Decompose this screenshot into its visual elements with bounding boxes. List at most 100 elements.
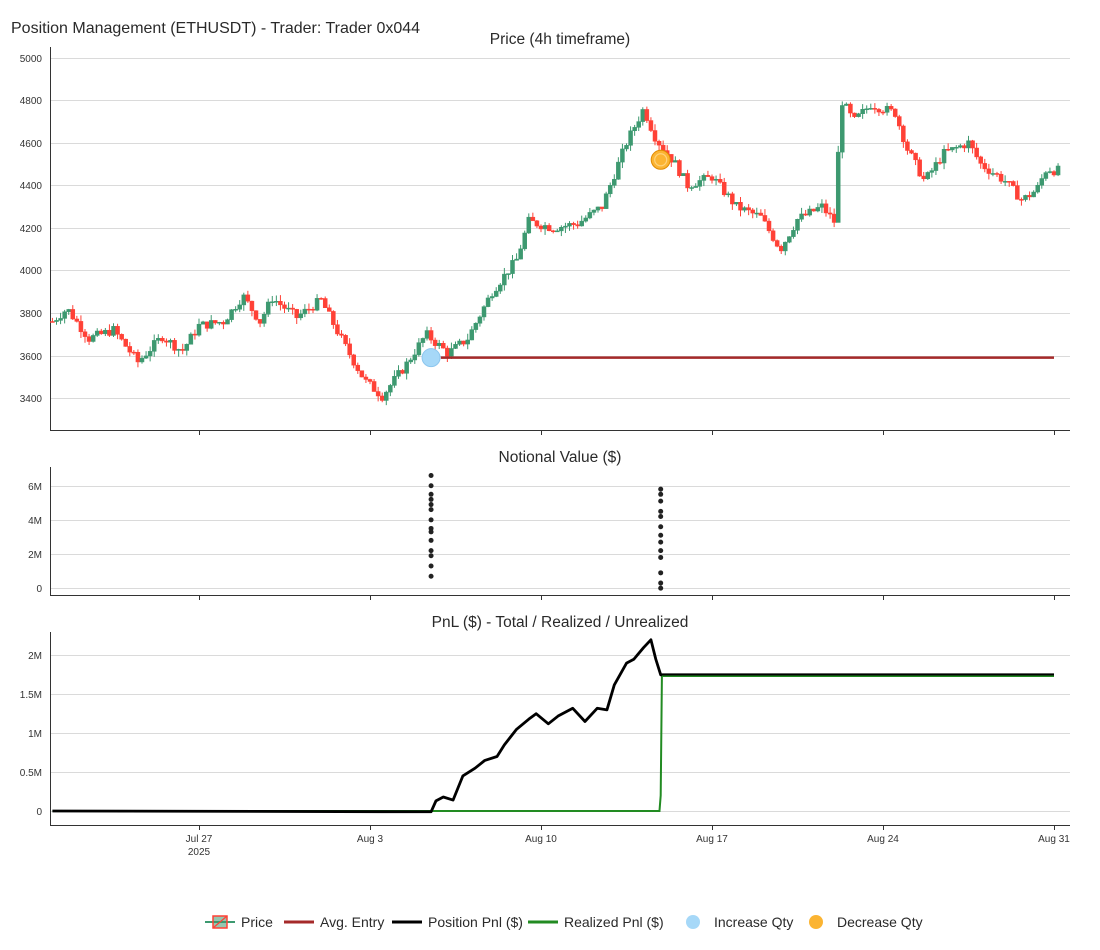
candle-body [705,175,711,177]
x-tick-label: Aug 24 [867,834,899,845]
candle-body [457,340,462,345]
position-pnl-line [52,638,1054,814]
candle-body [180,349,185,351]
candle-body [880,111,886,114]
axis-frame [50,47,1070,431]
pnl-panel: 0 0.5M 1M 1.5M 2M PnL ($) - Total / Realized … [20,614,1070,830]
candle-body [823,203,829,214]
candle-body [139,357,145,363]
candle-body [278,301,283,306]
candle-body [1047,171,1053,173]
legend-label: Position Pnl ($) [428,914,523,930]
candle-body [677,160,682,176]
candle-body [925,172,931,180]
candle-body [612,179,617,186]
candle-body [298,313,304,319]
candle-body [986,168,992,174]
candle-body [115,326,120,335]
legend-dot [809,915,823,929]
notional-point [658,532,664,538]
candle-body [713,179,719,181]
candle-body [945,149,951,151]
candle-body [616,161,621,180]
candle-body [978,156,983,164]
legend-item[interactable]: Decrease Qty [801,912,923,932]
candle-body [831,213,837,223]
panel-title: PnL ($) - Total / Realized / Unrealized [432,614,689,631]
legend-item[interactable]: Realized Pnl ($) [528,912,664,932]
candle-body [709,176,715,181]
candle-body [310,309,316,311]
candle-body [856,113,861,117]
candle-body [994,173,1000,175]
panel-title: Price (4h timeframe) [490,31,630,48]
legend-item[interactable]: Increase Qty [678,912,793,932]
candle-body [652,130,658,142]
candle-body [559,227,564,232]
notional-point [428,491,434,497]
candle-body [270,301,275,303]
candle-body [123,338,128,347]
candle-body [640,109,646,122]
candle-body [941,149,947,164]
candle-body [111,326,116,336]
axis-frame [50,467,1070,596]
y-tick-label: 1.5M [20,690,42,701]
legend-item[interactable]: Position Pnl ($) [392,912,523,932]
candle-body [70,309,76,320]
candle-body [603,193,609,209]
decrease-qty-marker-ring [654,153,668,167]
legend-dot [686,915,700,929]
candle-body [738,202,743,211]
main-title: Position Management (ETHUSDT) - Trader: … [11,20,421,37]
legend-label: Decrease Qty [837,914,923,930]
panel-title: Notional Value ($) [499,449,622,466]
candle-body [107,329,112,336]
candle-body [742,207,747,211]
candle-body [441,343,446,349]
chart-canvas: 3400 3600 3800 4000 4200 4400 4600 4800 5000 Pric… [20,31,1071,858]
notional-point [658,548,664,554]
candle-body [445,347,450,357]
candle-body [526,216,532,234]
candle-body [758,212,764,216]
candle-body [778,246,784,252]
candle-body [359,370,365,378]
candle-body [294,309,299,319]
candle-body [892,108,898,117]
candle-body [432,339,438,346]
candle-body [147,351,153,357]
candle-body [970,140,975,149]
candle-body [485,297,491,307]
candle-body [176,349,181,351]
candle-body [477,316,483,324]
candle-body [498,284,503,292]
candle-body [787,236,792,243]
candle-body [734,202,739,205]
legend-item[interactable]: Price [205,912,273,932]
candle-body [921,175,926,180]
candle-body [1002,181,1008,183]
y-tick-label: 3800 [20,309,43,320]
candle-body [74,318,80,322]
candle-body [563,225,568,228]
candle-body [693,186,698,188]
legend-item[interactable]: Avg. Entry [284,912,384,932]
candle-body [164,340,169,343]
notional-point [658,570,664,576]
candle-body [844,103,849,106]
candle-body [620,148,625,163]
candle-body [160,338,165,342]
notional-point [658,491,664,497]
candle-body [489,296,495,299]
candle-body [1015,185,1020,200]
candle-body [192,333,198,336]
notional-point [428,548,434,554]
candle-body [628,130,633,146]
candle-body [530,216,536,222]
candle-body [119,334,124,340]
candle-body [1006,181,1012,183]
candle-body [689,187,694,189]
candle-body [396,370,401,377]
candle-body [237,304,242,310]
